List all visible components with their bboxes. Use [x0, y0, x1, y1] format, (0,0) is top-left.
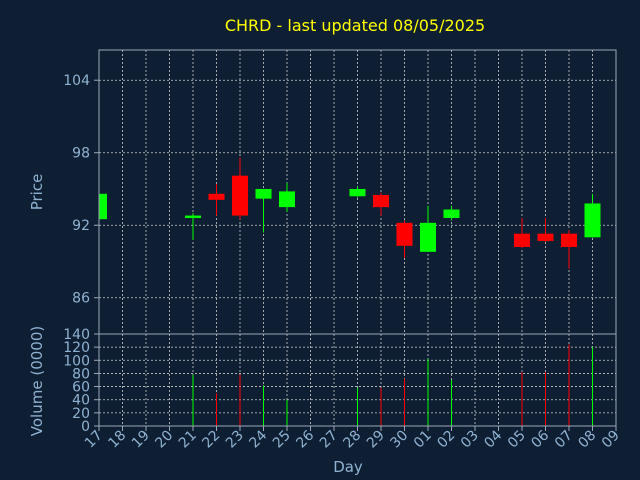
- volume-axis-label: Volume (0000): [28, 326, 46, 436]
- volume-tick-label: 20: [72, 406, 90, 422]
- day-tick-label: 22: [199, 428, 223, 452]
- day-tick-label: 08: [575, 428, 599, 452]
- day-tick-label: 21: [176, 428, 200, 452]
- day-tick-label: 23: [223, 428, 247, 452]
- day-tick-label: 03: [458, 428, 482, 452]
- day-tick-label: 20: [152, 428, 176, 452]
- volume-tick-label: 100: [63, 353, 90, 369]
- chart-title: CHRD - last updated 08/05/2025: [225, 16, 485, 35]
- day-tick-label: 30: [387, 428, 411, 452]
- price-tick-label: 104: [63, 73, 90, 89]
- candle-body: [208, 193, 225, 200]
- candle-body: [537, 233, 554, 241]
- day-tick-label: 18: [105, 428, 129, 452]
- day-tick-label: 01: [411, 428, 435, 452]
- candle-body: [420, 222, 436, 252]
- day-tick-label: 05: [505, 428, 529, 452]
- day-tick-label: 09: [599, 428, 623, 452]
- candle-body: [349, 188, 366, 197]
- candle-body: [561, 233, 577, 247]
- day-tick-label: 02: [434, 428, 458, 452]
- candle-body: [396, 222, 413, 246]
- candle-body: [279, 191, 295, 208]
- volume-tick-label: 60: [72, 380, 90, 396]
- day-tick-label: 24: [246, 427, 270, 451]
- volume-tick-label: 80: [72, 366, 90, 382]
- day-tick-label: 07: [552, 428, 576, 452]
- candle-body: [443, 209, 460, 218]
- candle-body: [584, 203, 601, 238]
- x-axis-label: Day: [333, 458, 363, 476]
- day-tick-label: 27: [317, 428, 341, 452]
- candle-body: [514, 233, 530, 247]
- day-tick-label: 26: [293, 427, 317, 451]
- price-tick-label: 86: [72, 291, 90, 307]
- volume-tick-label: 120: [63, 340, 90, 356]
- day-tick-label: 04: [481, 427, 505, 451]
- volume-tick-label: 40: [72, 393, 90, 409]
- day-tick-label: 25: [270, 428, 294, 452]
- day-tick-label: 06: [528, 427, 552, 451]
- price-tick-label: 98: [72, 146, 90, 162]
- volume-tick-label: 140: [63, 327, 90, 343]
- candle-body: [185, 215, 201, 218]
- day-tick-label: 29: [364, 428, 388, 452]
- candle-body: [373, 195, 389, 208]
- candle-body: [232, 175, 248, 216]
- price-tick-label: 92: [72, 218, 90, 234]
- candle-body: [255, 188, 272, 199]
- day-tick-label: 28: [340, 428, 364, 452]
- candle-body: [99, 193, 107, 220]
- price-axis-label: Price: [28, 174, 46, 211]
- day-tick-label: 19: [129, 428, 153, 452]
- volume-tick-label: 0: [81, 419, 90, 435]
